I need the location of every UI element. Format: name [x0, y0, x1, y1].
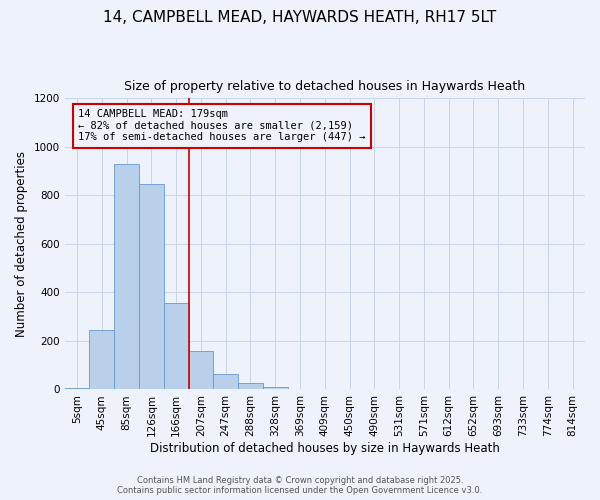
Text: 14 CAMPBELL MEAD: 179sqm
← 82% of detached houses are smaller (2,159)
17% of sem: 14 CAMPBELL MEAD: 179sqm ← 82% of detach… [78, 110, 366, 142]
Bar [238, 382, 263, 390]
Bar [114, 164, 139, 390]
Bar [263, 387, 287, 390]
Bar [89, 330, 114, 390]
X-axis label: Distribution of detached houses by size in Haywards Heath: Distribution of detached houses by size … [150, 442, 500, 455]
Title: Size of property relative to detached houses in Haywards Heath: Size of property relative to detached ho… [124, 80, 526, 93]
Bar [65, 388, 89, 390]
Bar [188, 352, 214, 390]
Bar [214, 374, 238, 390]
Text: Contains HM Land Registry data © Crown copyright and database right 2025.
Contai: Contains HM Land Registry data © Crown c… [118, 476, 482, 495]
Y-axis label: Number of detached properties: Number of detached properties [15, 151, 28, 337]
Bar [164, 304, 188, 390]
Bar [139, 184, 164, 390]
Text: 14, CAMPBELL MEAD, HAYWARDS HEATH, RH17 5LT: 14, CAMPBELL MEAD, HAYWARDS HEATH, RH17 … [103, 10, 497, 25]
